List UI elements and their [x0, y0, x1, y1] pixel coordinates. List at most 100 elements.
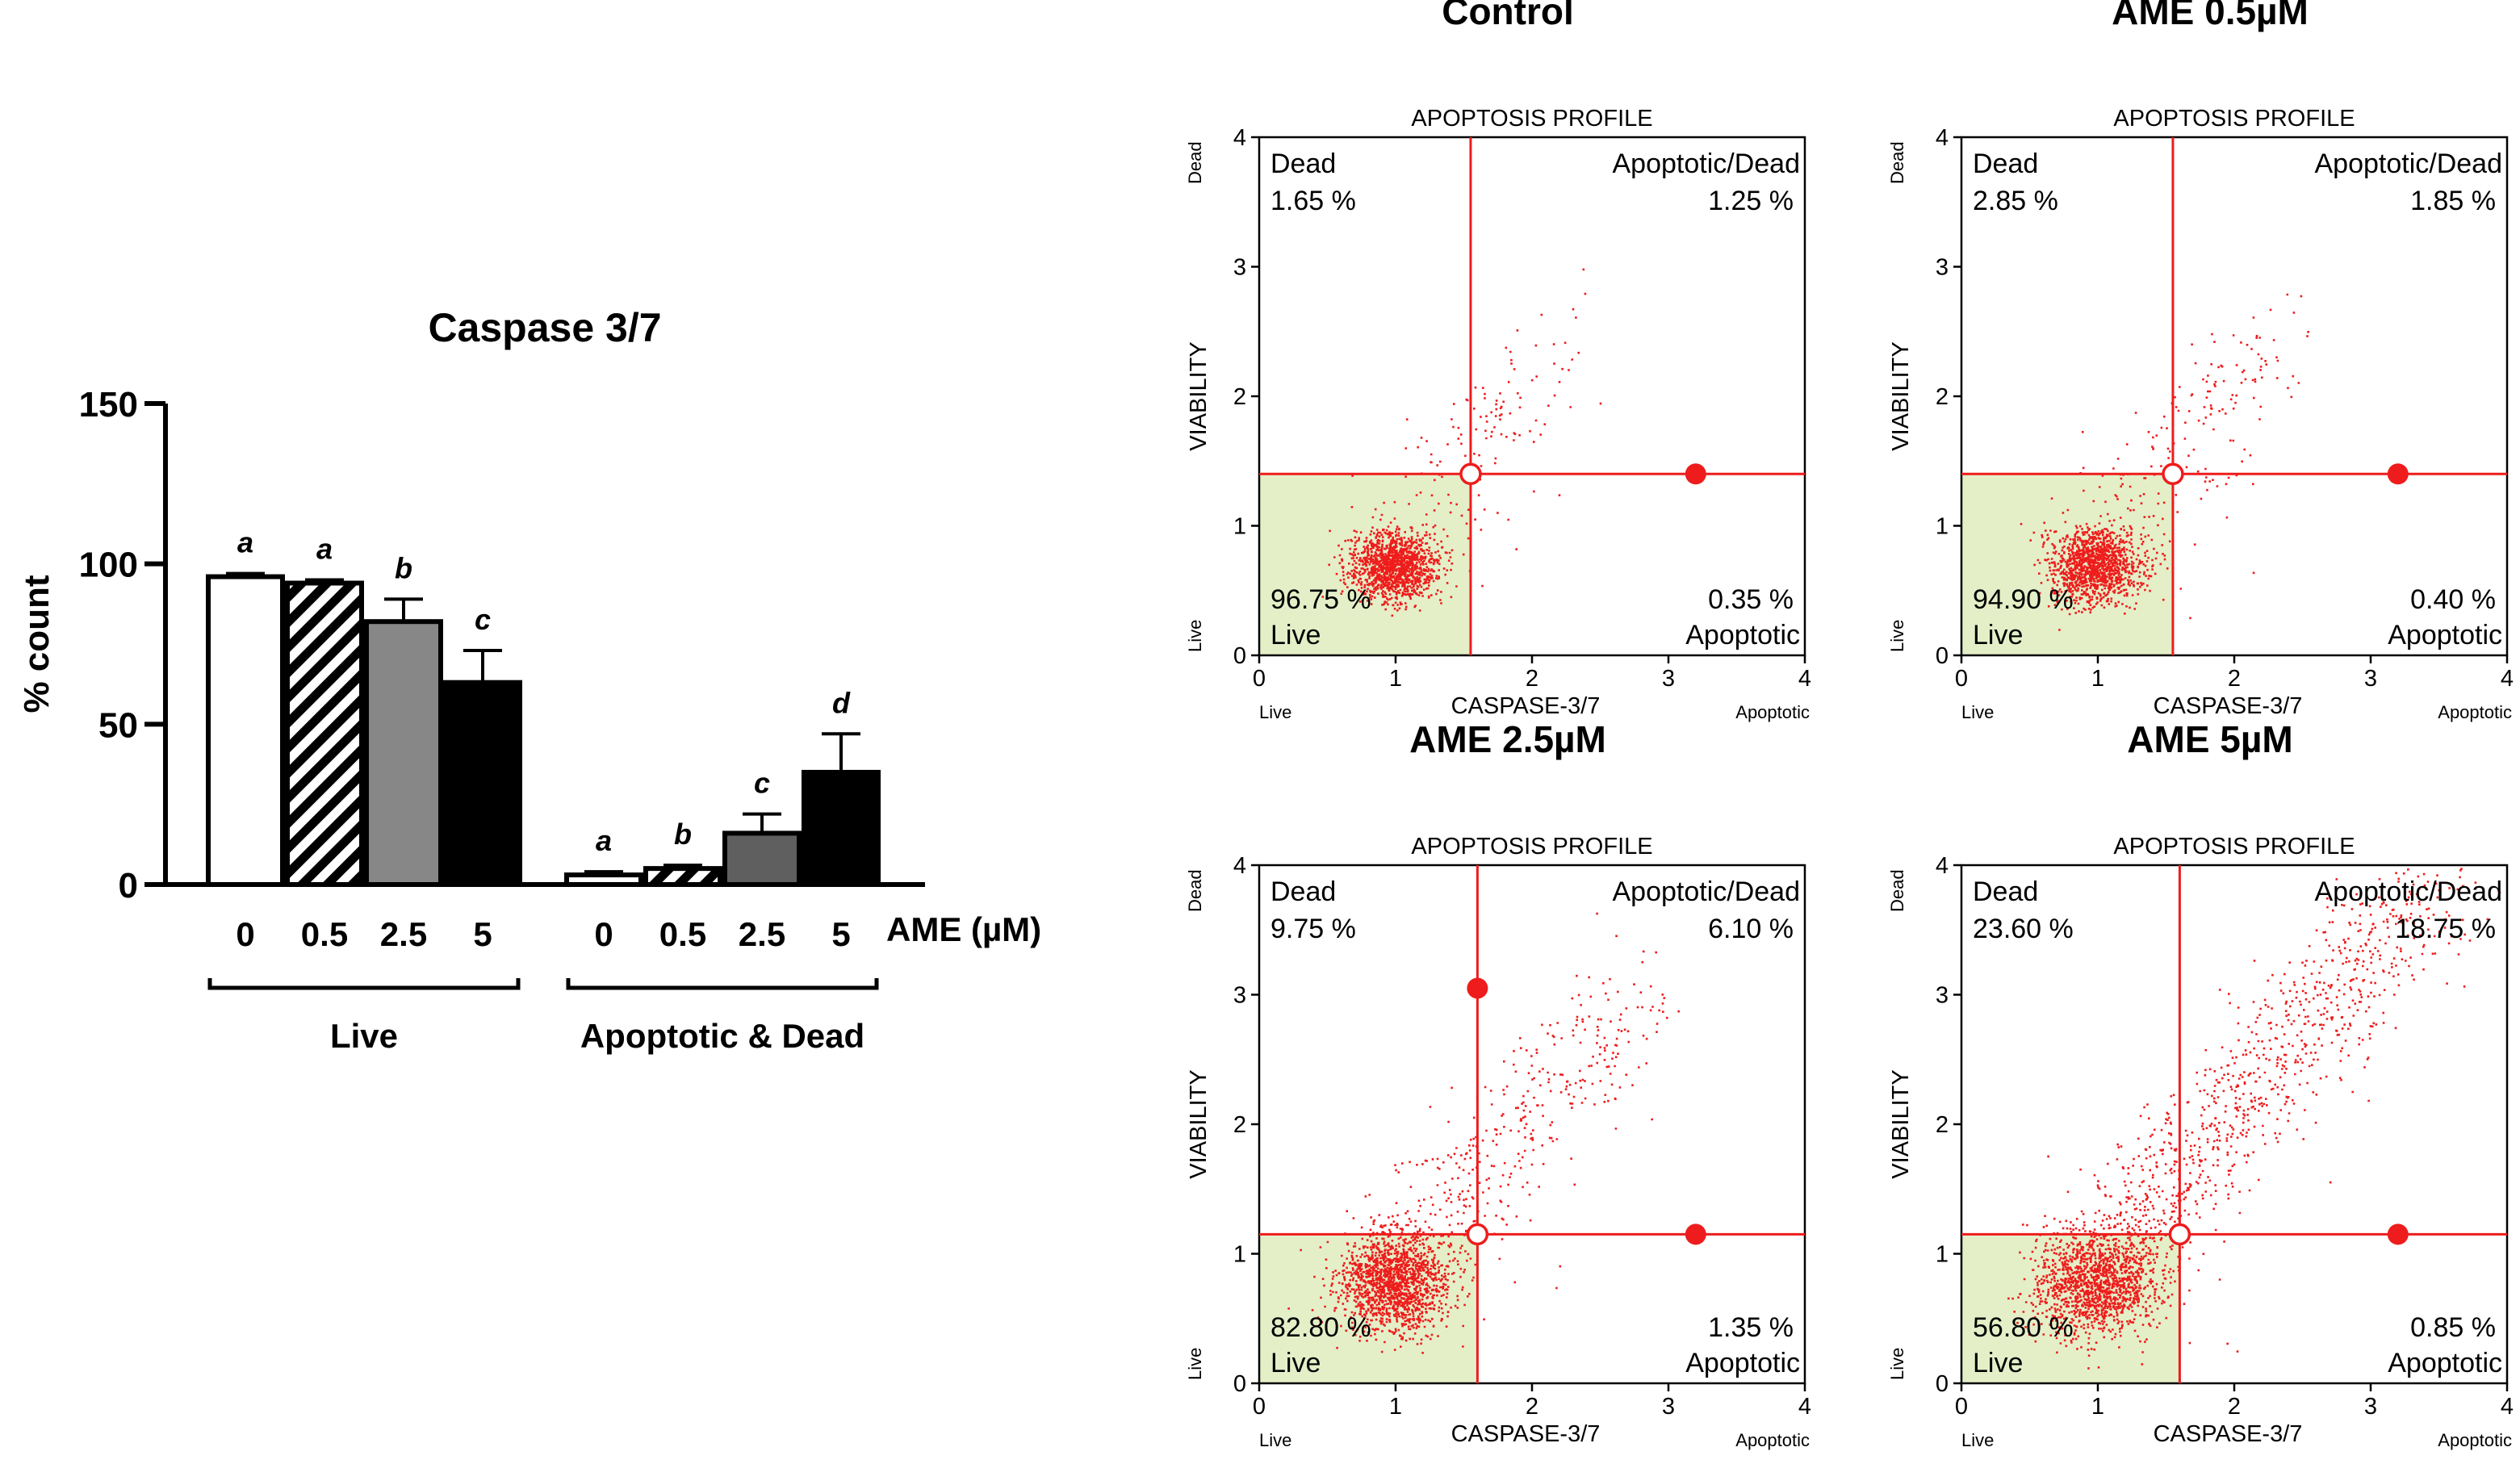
x-category-label: 0.5 — [301, 915, 348, 953]
flow-panel-3: 00 1 1 2 2 3 3 4 4 AME 5µM APOPTOSIS PROFILE CASPAS… — [1887, 718, 2514, 1450]
bar-0-1 — [285, 580, 364, 887]
quadrant-live-label: Live — [1270, 1348, 1321, 1378]
quadrant-apoptotic-dead-value: 6.10 % — [1708, 914, 1794, 944]
x-axis-label: AME (µM) — [886, 910, 1041, 948]
y-tick-label: 1 — [1233, 1242, 1246, 1268]
y-tick-label: 3 — [1233, 255, 1246, 281]
y-tick-label: 100 — [79, 546, 138, 585]
significance-letter: d — [832, 686, 851, 719]
y-axis-label: % count — [17, 575, 57, 713]
gate-horizontal-handle — [2387, 1223, 2409, 1245]
bar-0-0 — [206, 574, 285, 887]
significance-letter: c — [475, 603, 491, 636]
x-tick-label: 2 — [1526, 666, 1538, 692]
significance-letter: c — [754, 767, 770, 800]
significance-letter: b — [674, 818, 692, 851]
x-tick-label: 3 — [2364, 666, 2377, 692]
x-axis-end-left: Live — [1259, 1430, 1291, 1450]
y-tick-label: 4 — [1936, 853, 1949, 879]
y-tick-label: 150 — [79, 385, 138, 425]
gate-horizontal-handle — [1685, 1223, 1706, 1245]
y-tick-label: 0 — [1233, 643, 1246, 669]
y-tick-label: 0 — [1233, 1371, 1246, 1397]
y-tick-label: 3 — [1233, 983, 1246, 1009]
x-axis-title: CASPASE-3/7 — [1451, 693, 1601, 719]
quadrant-live-label: Live — [1973, 1348, 2023, 1378]
y-tick-label: 1 — [1233, 514, 1246, 540]
y-axis-title: VIABILITY — [1888, 1069, 1914, 1178]
y-tick-label: 4 — [1233, 853, 1246, 879]
x-category-label: 5 — [831, 915, 850, 953]
y-axis-end-top: Dead — [1185, 869, 1205, 912]
y-axis-title: VIABILITY — [1888, 341, 1914, 450]
x-tick-label: 0 — [1253, 666, 1266, 692]
quadrant-dead-value: 1.65 % — [1270, 186, 1356, 216]
quadrant-apoptotic-label: Apoptotic — [1685, 1348, 1800, 1378]
quadrant-live-value: 94.90 % — [1973, 584, 2074, 615]
quadrant-dead-label: Dead — [1270, 148, 1336, 179]
quadrant-apoptotic-value: 1.35 % — [1708, 1312, 1794, 1343]
bar-1-2 — [722, 830, 802, 887]
group-bracket — [207, 978, 521, 990]
quadrant-apoptotic-label: Apoptotic — [2388, 620, 2502, 650]
y-tick-label: 2 — [1233, 1112, 1246, 1138]
quadrant-apoptotic-dead-value: 18.75 % — [2395, 914, 2496, 944]
scatter-points — [1287, 912, 1680, 1354]
significance-letter: a — [596, 824, 612, 857]
y-axis-title: VIABILITY — [1186, 341, 1212, 450]
quadrant-dead-label: Dead — [1973, 876, 2038, 907]
x-category-label: 0.5 — [659, 915, 706, 953]
x-category-label: 5 — [473, 915, 492, 953]
x-tick-label: 3 — [2364, 1394, 2377, 1420]
y-axis-title: VIABILITY — [1186, 1069, 1212, 1178]
y-axis-end-top: Dead — [1185, 141, 1205, 184]
x-category-label: 0 — [236, 915, 254, 953]
gate-center-handle — [1459, 462, 1482, 486]
flow-panel-1: 00 1 1 2 2 3 3 4 4 AME 0.5µM APOPTOSIS PROFILE CASP… — [1887, 0, 2514, 722]
bar-chart: Caspase 3/7% count050100150a0a0.5b2.5c5L… — [17, 305, 1041, 1055]
quadrant-apoptotic-dead-label: Apoptotic/Dead — [2315, 148, 2503, 179]
x-axis-end-right: Apoptotic — [1735, 1430, 1810, 1450]
x-tick-label: 1 — [1389, 1394, 1402, 1420]
x-tick-label: 1 — [1389, 666, 1402, 692]
profile-title: APOPTOSIS PROFILE — [2113, 834, 2355, 860]
y-tick-label: 0 — [119, 866, 138, 906]
quadrant-dead-value: 2.85 % — [1973, 186, 2058, 216]
y-tick-label: 0 — [1936, 643, 1949, 669]
y-axis-end-top: Dead — [1887, 141, 1907, 184]
y-axis-end-bottom: Live — [1185, 620, 1205, 652]
x-tick-label: 1 — [2091, 666, 2104, 692]
x-tick-label: 1 — [2091, 1394, 2104, 1420]
group-label: Apoptotic & Dead — [580, 1017, 864, 1055]
flow-panel-2: 00 1 1 2 2 3 3 4 4 AME 2.5µM APOPTOSIS PROFILE CASP… — [1185, 718, 1811, 1450]
quadrant-apoptotic-label: Apoptotic — [2388, 1348, 2502, 1378]
x-tick-label: 3 — [1662, 1394, 1675, 1420]
significance-letter: a — [237, 526, 253, 559]
x-axis-end-right: Apoptotic — [2438, 702, 2512, 722]
x-tick-label: 0 — [1955, 666, 1968, 692]
profile-title: APOPTOSIS PROFILE — [1411, 834, 1652, 860]
group-bracket — [566, 978, 879, 990]
quadrant-apoptotic-value: 0.40 % — [2410, 584, 2496, 615]
x-tick-label: 4 — [1798, 1394, 1811, 1420]
profile-title: APOPTOSIS PROFILE — [1411, 106, 1652, 132]
gate-horizontal-handle — [1685, 463, 1706, 485]
x-tick-label: 2 — [2228, 1394, 2241, 1420]
y-tick-label: 0 — [1936, 1371, 1949, 1397]
x-tick-label: 3 — [1662, 666, 1675, 692]
quadrant-live-value: 56.80 % — [1973, 1312, 2074, 1343]
gate-center-handle — [1466, 1223, 1489, 1246]
quadrant-live-label: Live — [1270, 620, 1321, 650]
x-axis-title: CASPASE-3/7 — [2154, 693, 2303, 719]
x-axis-end-right: Apoptotic — [1735, 702, 1810, 722]
gate-vertical-handle — [1467, 977, 1488, 999]
x-axis-end-left: Live — [1961, 1430, 1994, 1450]
quadrant-live-value: 96.75 % — [1270, 584, 1371, 615]
y-axis-end-top: Dead — [1887, 869, 1907, 912]
group-label: Live — [330, 1017, 398, 1055]
profile-title: APOPTOSIS PROFILE — [2113, 106, 2355, 132]
y-tick-label: 4 — [1233, 125, 1246, 151]
scatter-points — [2007, 868, 2501, 1370]
